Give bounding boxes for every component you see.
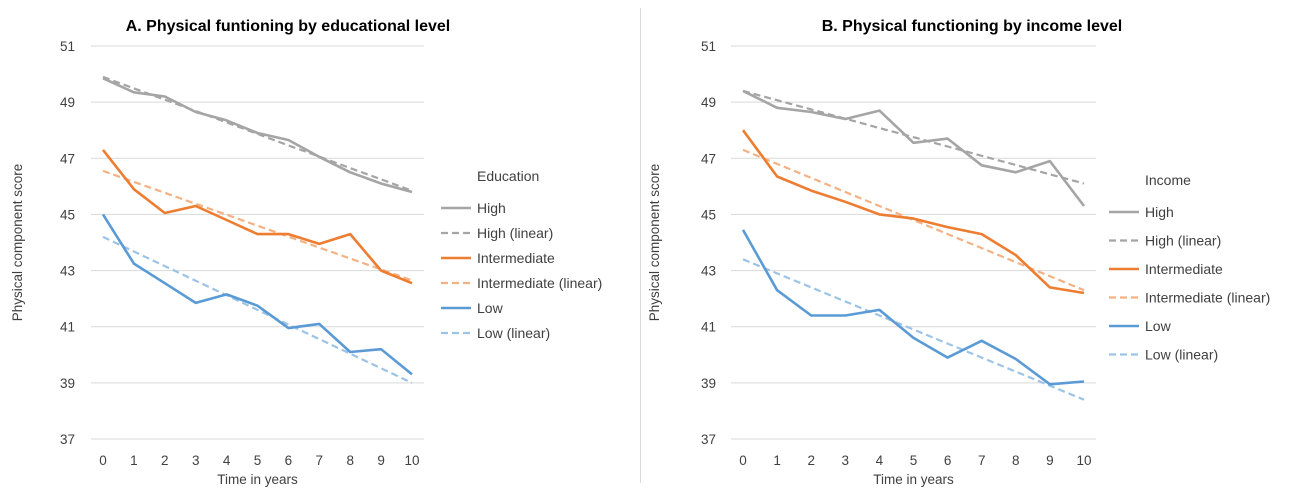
b-y-tick-label: 51 [701, 39, 716, 54]
a-y-tick-label: 37 [60, 432, 75, 447]
a-y-axis-label: Physical component score [10, 164, 25, 322]
b-x-tick-label: 2 [807, 453, 815, 468]
b-legend-label-intermediate: Intermediate [1145, 261, 1223, 277]
b-x-tick-label: 6 [944, 453, 952, 468]
a-chart-title: A. Physical funtioning by educational le… [126, 18, 451, 35]
a-legend-label-high-linear: High (linear) [477, 225, 553, 241]
a-y-tick-label: 43 [60, 264, 75, 279]
a-series-intermediate-line [101, 149, 413, 285]
a-x-tick-label: 2 [161, 453, 169, 468]
a-y-tick-label: 51 [60, 39, 75, 54]
a-x-tick-label: 10 [404, 453, 419, 468]
b-legend-label-high: High [1145, 204, 1174, 220]
a-x-axis-label: Time in years [217, 472, 298, 487]
a-legend-label-low: Low [477, 300, 504, 316]
a-y-tick-label: 49 [60, 95, 75, 110]
b-y-tick-label: 41 [701, 320, 716, 335]
b-legend-title: Income [1145, 172, 1191, 188]
a-legend-label-low-linear: Low (linear) [477, 325, 550, 341]
b-x-tick-label: 7 [978, 453, 986, 468]
b-y-axis-label: Physical component score [647, 164, 662, 322]
b-x-tick-label: 5 [910, 453, 918, 468]
panel-divider [640, 8, 641, 483]
b-x-tick-label: 9 [1046, 453, 1054, 468]
b-x-tick-label: 8 [1012, 453, 1020, 468]
b-legend-label-low: Low [1145, 318, 1172, 334]
b-y-tick-label: 39 [701, 376, 716, 391]
a-x-tick-label: 9 [377, 453, 385, 468]
b-chart-title: B. Physical functioning by income level [822, 18, 1123, 35]
a-y-tick-label: 47 [60, 151, 75, 166]
b-series-intermediate-line [741, 129, 1085, 295]
a-y-tick-label: 39 [60, 376, 75, 391]
b-series-high-line [742, 89, 1086, 207]
b-legend-label-high-linear: High (linear) [1145, 233, 1221, 249]
a-x-tick-label: 8 [346, 453, 354, 468]
b-series-intermediate-linear-line [742, 148, 1085, 292]
b-legend-label-low-linear: Low (linear) [1145, 347, 1218, 363]
b-y-tick-label: 47 [701, 151, 716, 166]
a-series-low-line [101, 213, 413, 376]
a-x-tick-label: 6 [285, 453, 293, 468]
b-y-tick-label: 43 [701, 264, 716, 279]
a-x-tick-label: 0 [99, 453, 107, 468]
b-x-tick-label: 10 [1076, 453, 1091, 468]
a-x-tick-label: 3 [192, 453, 200, 468]
b-x-tick-label: 0 [739, 453, 747, 468]
b-y-tick-label: 49 [701, 95, 716, 110]
b-x-tick-label: 4 [876, 453, 884, 468]
chart-income: B. Physical functioning by income level 3… [647, 18, 1270, 487]
b-x-axis-label: Time in years [873, 472, 954, 487]
a-x-tick-label: 5 [254, 453, 262, 468]
a-legend-title: Education [477, 168, 539, 184]
b-x-tick-label: 3 [842, 453, 850, 468]
b-y-tick-label: 37 [701, 432, 716, 447]
a-series-low-linear-line [102, 235, 413, 384]
b-legend-label-intermediate-linear: Intermediate (linear) [1145, 290, 1270, 306]
a-y-tick-label: 45 [60, 207, 75, 222]
a-legend-label-intermediate-linear: Intermediate (linear) [477, 275, 602, 291]
b-y-tick-label: 45 [701, 207, 716, 222]
a-x-tick-label: 1 [130, 453, 138, 468]
a-x-tick-label: 7 [316, 453, 324, 468]
a-series-high-line [102, 77, 413, 194]
b-series-high-linear-line [742, 89, 1085, 185]
b-x-tick-label: 1 [773, 453, 781, 468]
a-legend-label-intermediate: Intermediate [477, 250, 555, 266]
b-series-low-linear-line [742, 258, 1085, 401]
chart-education: A. Physical funtioning by educational le… [10, 18, 602, 487]
a-x-tick-label: 4 [223, 453, 231, 468]
a-series-intermediate-linear-line [102, 169, 413, 282]
a-legend-label-high: High [477, 200, 506, 216]
b-series-low-line [741, 229, 1085, 386]
a-y-tick-label: 41 [60, 320, 75, 335]
